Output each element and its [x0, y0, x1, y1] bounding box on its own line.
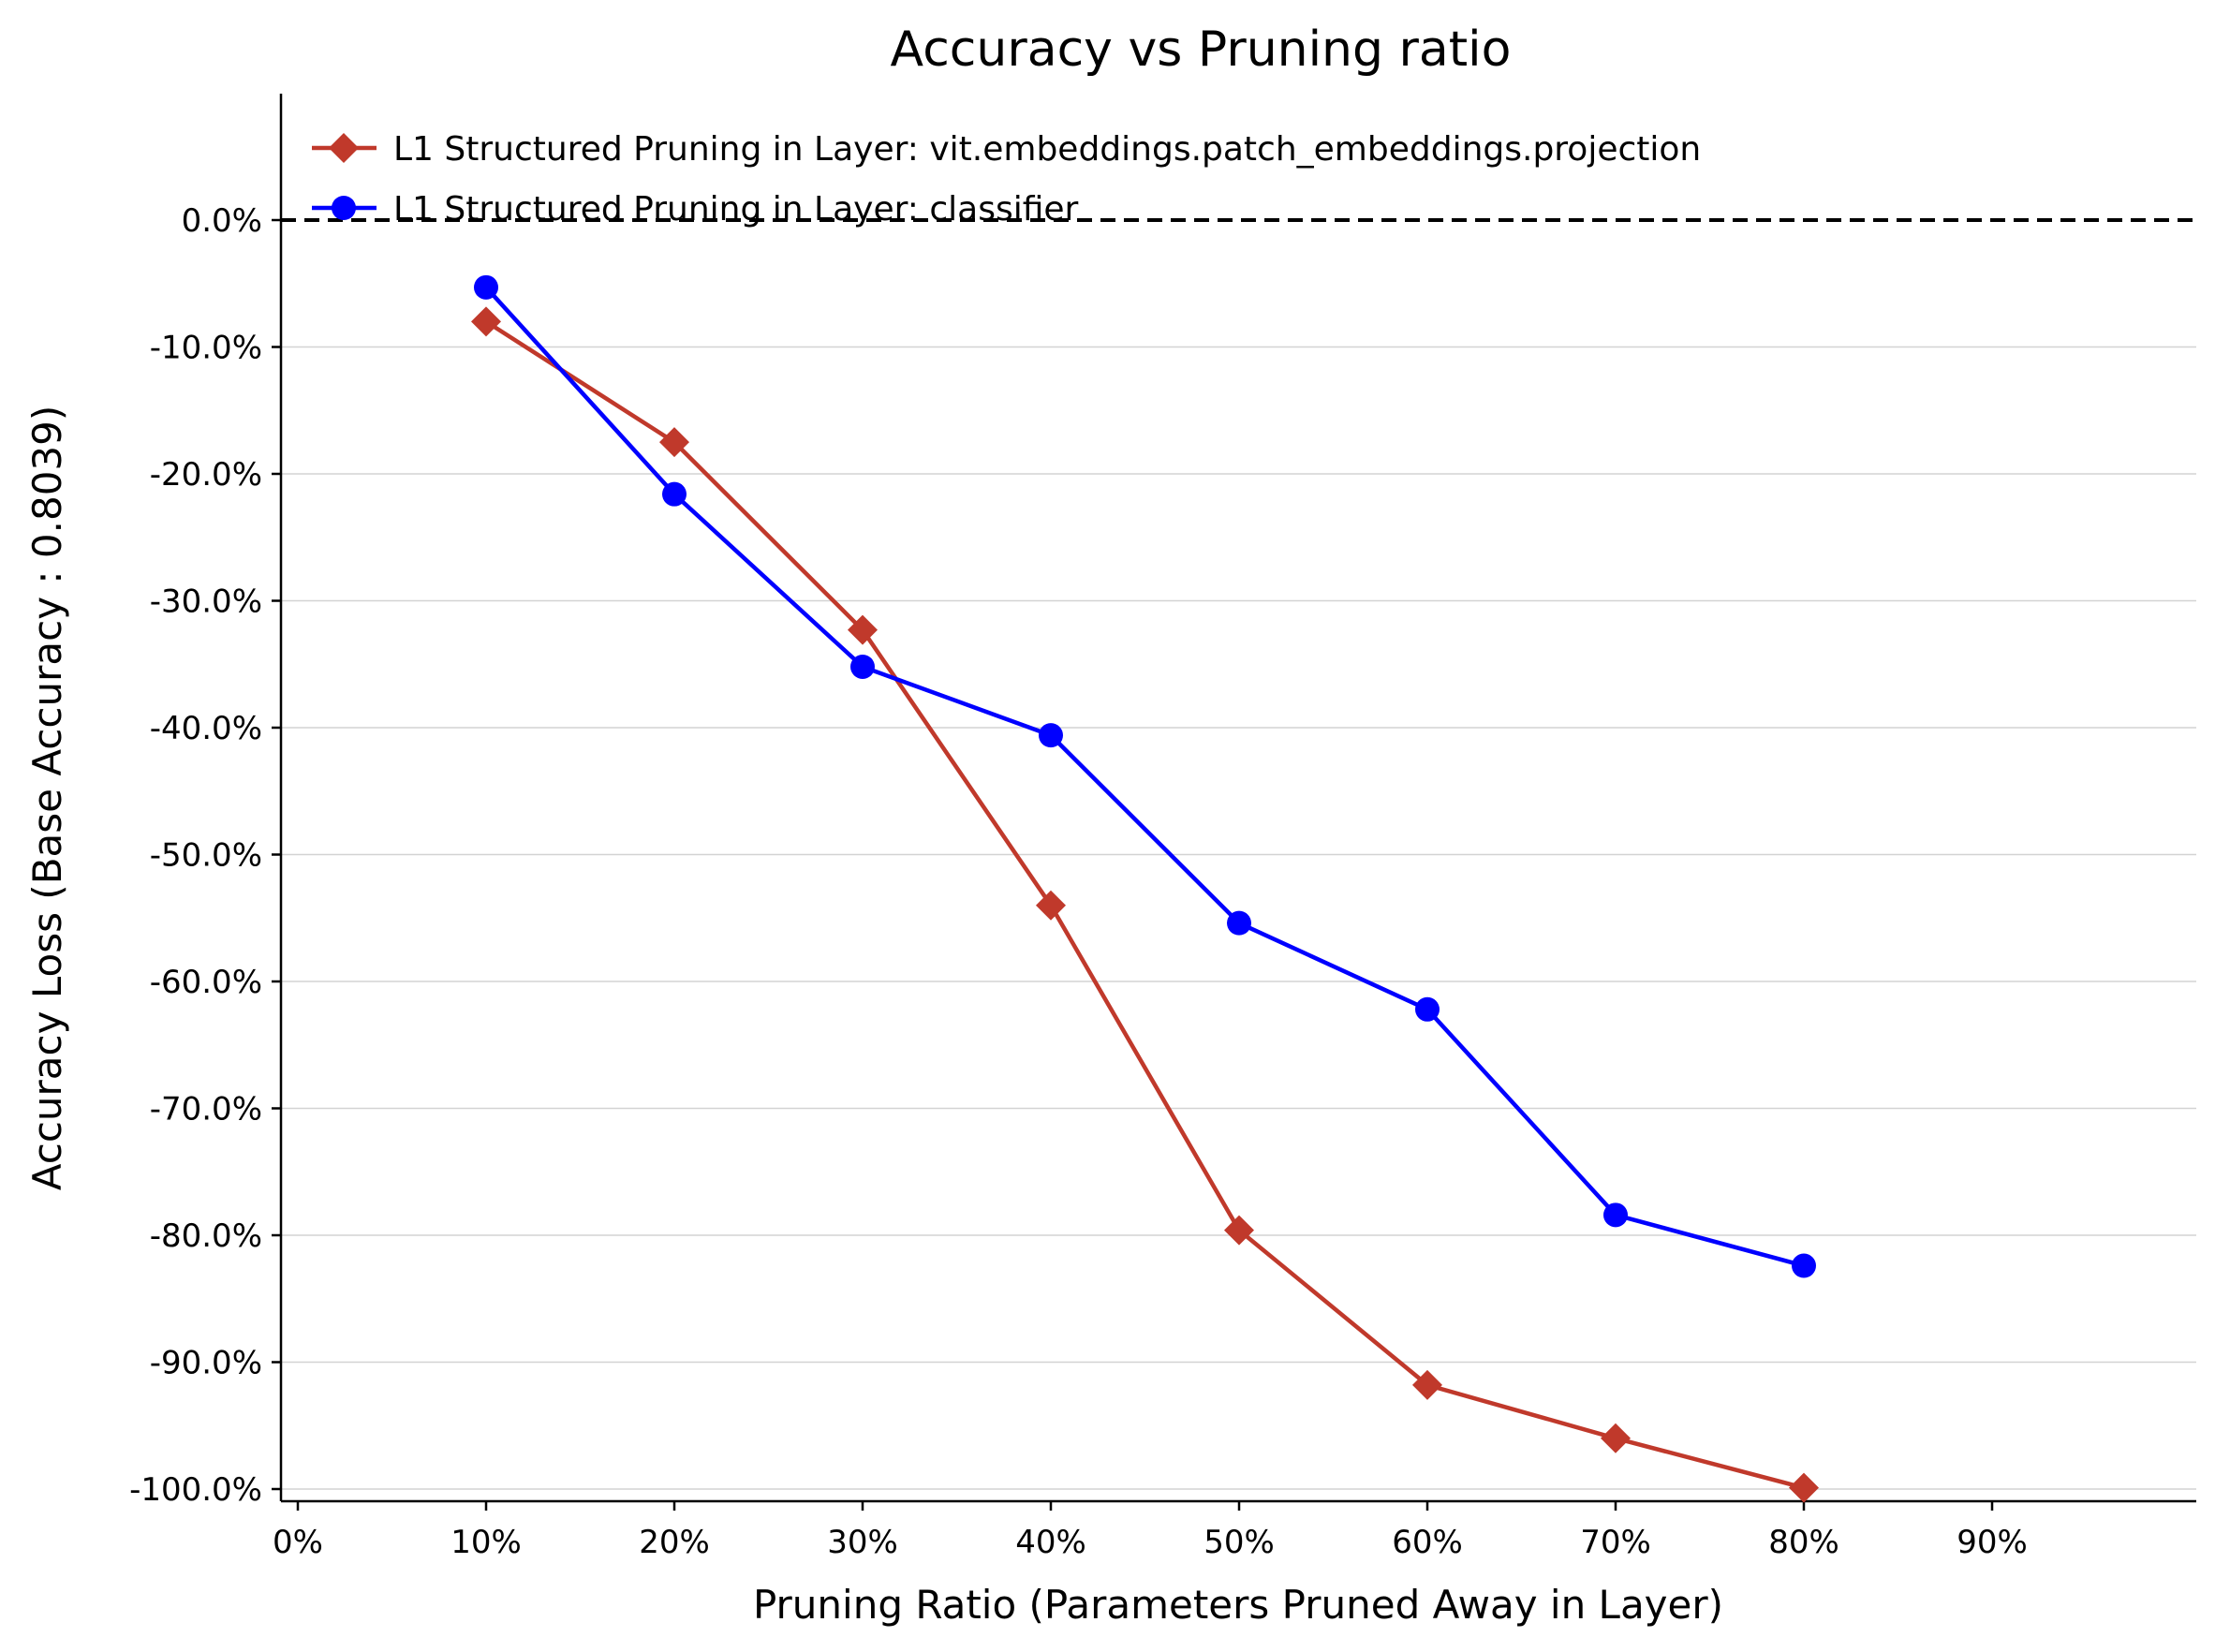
data-point	[1412, 1369, 1442, 1400]
data-point	[1227, 910, 1251, 936]
y-axis-label: Accuracy Loss (Base Accuracy : 0.8039)	[24, 406, 70, 1191]
data-point	[1224, 1215, 1254, 1246]
grid-lines	[281, 346, 2196, 1490]
y-tick-label: -40.0%	[150, 710, 262, 747]
y-tick-label: -20.0%	[150, 456, 262, 494]
data-point	[471, 306, 501, 337]
data-point	[1039, 723, 1063, 748]
y-tick-label: -90.0%	[150, 1345, 262, 1382]
y-tick-label: -80.0%	[150, 1217, 262, 1255]
x-tick-label: 10%	[450, 1524, 522, 1561]
x-tick-label: 40%	[1015, 1524, 1086, 1561]
data-point	[1601, 1423, 1631, 1453]
x-axis-label: Pruning Ratio (Parameters Pruned Away in…	[753, 1582, 1723, 1628]
series-line	[484, 319, 1805, 1490]
y-tick-label: -50.0%	[150, 837, 262, 875]
data-point	[474, 274, 498, 300]
data-point	[850, 654, 875, 679]
y-tick-label: -30.0%	[150, 583, 262, 621]
data-point	[1603, 1202, 1628, 1228]
legend-marker	[329, 133, 359, 163]
data-point	[1792, 1253, 1816, 1278]
series-1	[471, 306, 1819, 1503]
y-tick-label: -70.0%	[150, 1091, 262, 1128]
data-point	[662, 481, 687, 507]
data-point	[1036, 890, 1066, 921]
legend: L1 Structured Pruning in Layer: vit.embe…	[312, 130, 1701, 229]
data-point	[1789, 1472, 1819, 1503]
x-axis-ticks: 0% 10% 20% 30% 40% 50% 60% 70% 80% 90%	[273, 1501, 2028, 1561]
x-tick-label: 80%	[1768, 1524, 1839, 1561]
x-tick-label: 70%	[1580, 1524, 1651, 1561]
y-tick-label: -100.0%	[129, 1471, 262, 1509]
x-tick-label: 0%	[273, 1524, 323, 1561]
y-tick-label: -60.0%	[150, 964, 262, 1001]
y-axis-ticks: 0.0% -10.0% -20.0% -30.0% -40.0% -50.0% -60.0%…	[129, 202, 281, 1509]
chart-title: Accuracy vs Pruning ratio	[891, 22, 1512, 78]
x-tick-label: 30%	[827, 1524, 898, 1561]
x-tick-label: 60%	[1392, 1524, 1463, 1561]
data-point	[1415, 996, 1440, 1022]
x-tick-label: 20%	[639, 1524, 710, 1561]
legend-label: L1 Structured Pruning in Layer: classifi…	[393, 190, 1079, 229]
x-tick-label: 50%	[1203, 1524, 1275, 1561]
x-tick-label: 90%	[1957, 1524, 2028, 1561]
y-tick-label: 0.0%	[182, 202, 262, 240]
data-point	[659, 427, 689, 458]
legend-label: L1 Structured Pruning in Layer: vit.embe…	[393, 130, 1701, 169]
series-group	[471, 274, 1819, 1503]
y-tick-label: -10.0%	[150, 330, 262, 367]
legend-marker	[332, 196, 356, 220]
series-2	[474, 274, 1816, 1278]
data-point	[848, 614, 878, 645]
series-line	[484, 286, 1805, 1268]
axes	[279, 94, 2196, 1503]
